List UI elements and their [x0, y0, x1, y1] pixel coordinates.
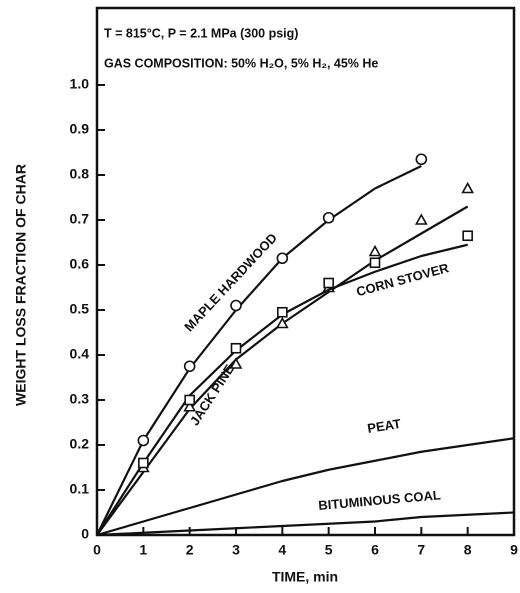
- marker: [137, 434, 150, 447]
- marker: [275, 316, 289, 329]
- curve-label: PEAT: [366, 416, 402, 436]
- y-tick-label: 0.6: [70, 256, 90, 272]
- curve-label: MAPLE HARDWOOD: [181, 230, 280, 334]
- marker: [184, 394, 195, 406]
- x-tick-label: 0: [93, 542, 101, 558]
- y-tick-label: 0.5: [70, 301, 90, 317]
- curve-label: CORN STOVER: [355, 260, 451, 299]
- y-axis-label: WEIGHT LOSS FRACTION OF CHAR: [13, 164, 29, 406]
- curve: [96, 165, 422, 536]
- curve: [96, 437, 515, 537]
- marker: [461, 181, 475, 194]
- y-tick-label: 0.8: [70, 166, 90, 182]
- y-tick-label: 0.4: [70, 346, 90, 362]
- x-axis-label: TIME, min: [272, 569, 338, 585]
- marker: [415, 153, 428, 166]
- x-tick-label: 8: [464, 542, 472, 558]
- marker: [138, 457, 149, 469]
- marker: [183, 400, 197, 412]
- x-tick-label: 1: [139, 542, 147, 558]
- annotation: GAS COMPOSITION: 50% H₂O, 5% H₂, 45% He: [104, 56, 378, 70]
- y-tick-label: 0.1: [70, 481, 90, 497]
- x-tick-label: 2: [186, 542, 194, 558]
- curve-label: BITUMINOUS COAL: [318, 487, 442, 513]
- y-tick-label: 0: [81, 526, 89, 542]
- marker: [322, 211, 335, 224]
- x-tick-label: 3: [232, 542, 240, 558]
- marker: [462, 230, 473, 242]
- marker: [323, 277, 334, 289]
- y-tick-label: 0.7: [70, 211, 90, 227]
- marker: [230, 299, 242, 312]
- marker: [277, 306, 288, 318]
- marker: [369, 257, 381, 269]
- x-tick-label: 4: [278, 542, 286, 558]
- x-tick-label: 7: [417, 542, 425, 558]
- marker: [276, 252, 289, 265]
- plot-frame: [95, 6, 516, 537]
- x-tick-label: 6: [371, 542, 379, 558]
- x-tick-label: 5: [325, 542, 333, 558]
- marker: [414, 213, 428, 225]
- y-tick-label: 0.3: [70, 391, 90, 407]
- marker: [229, 357, 243, 369]
- annotation: T = 815°C, P = 2.1 MPa (300 psig): [104, 26, 298, 40]
- y-tick-label: 0.2: [70, 436, 90, 452]
- marker: [230, 342, 242, 354]
- y-tick-label: 0.9: [70, 121, 90, 137]
- curve: [96, 511, 515, 537]
- marker: [183, 360, 196, 373]
- y-tick-label: 1.0: [70, 76, 90, 92]
- x-tick-label: 9: [510, 542, 518, 558]
- marker: [368, 244, 382, 257]
